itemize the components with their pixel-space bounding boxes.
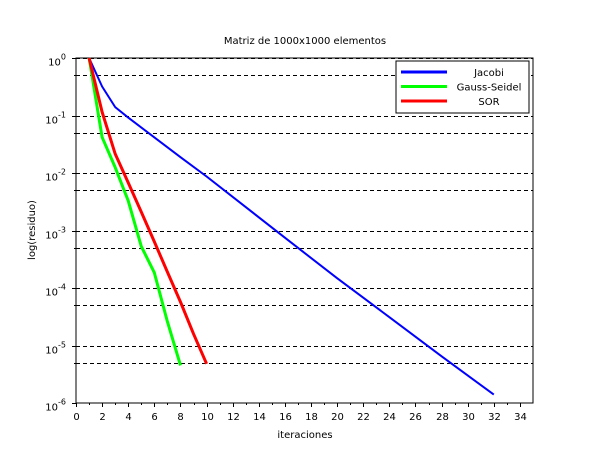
legend: Jacobi Gauss-Seidel SOR <box>395 60 530 114</box>
series-line-sor <box>87 57 208 365</box>
y-tick-label: 100 <box>48 53 66 69</box>
legend-label-gauss-seidel: Gauss-Seidel <box>457 83 522 94</box>
x-tick-label: 8 <box>177 412 183 423</box>
x-tick-label: 4 <box>125 412 131 423</box>
x-tick-label: 18 <box>305 412 318 423</box>
x-tick-label: 34 <box>514 412 527 423</box>
y-tick-label: 10-6 <box>45 398 66 414</box>
x-tick-label: 28 <box>436 412 449 423</box>
x-tick-label: 32 <box>488 412 501 423</box>
y-tick-label: 10-5 <box>45 341 66 357</box>
y-tick-label: 10-4 <box>45 283 66 299</box>
x-tick-label: 24 <box>383 412 396 423</box>
series-line-jacobi <box>88 57 495 396</box>
x-tick-label: 30 <box>462 412 475 423</box>
x-tick-label: 10 <box>201 412 214 423</box>
x-tick-label: 2 <box>99 412 105 423</box>
series-line-gauss-seidel <box>87 57 182 366</box>
legend-label-sor: SOR <box>478 97 499 108</box>
plot-area <box>75 57 534 404</box>
x-tick-label: 14 <box>253 412 266 423</box>
x-tick-label: 26 <box>409 412 422 423</box>
x-tick-label: 22 <box>357 412 370 423</box>
x-axis: 0 2 4 6 8 10 12 14 16 18 20 22 24 26 28 30 32 34 <box>73 403 527 423</box>
y-axis: 100 10-1 10-2 10-3 10-4 10-5 10-6 <box>45 53 76 414</box>
plot-series <box>87 57 495 396</box>
legend-label-jacobi: Jacobi <box>473 68 504 79</box>
chart-title: Matriz de 1000x1000 elementos <box>224 36 386 47</box>
x-tick-label: 0 <box>73 412 79 423</box>
y-tick-label: 10-1 <box>45 111 66 127</box>
x-tick-label: 12 <box>227 412 240 423</box>
x-tick-label: 6 <box>151 412 157 423</box>
x-tick-label: 20 <box>331 412 344 423</box>
x-tick-label: 16 <box>279 412 292 423</box>
y-tick-label: 10-3 <box>45 226 66 242</box>
y-axis-label: log(residuo) <box>27 200 38 260</box>
x-axis-label: iteraciones <box>277 430 332 441</box>
y-tick-label: 10-2 <box>45 168 66 184</box>
